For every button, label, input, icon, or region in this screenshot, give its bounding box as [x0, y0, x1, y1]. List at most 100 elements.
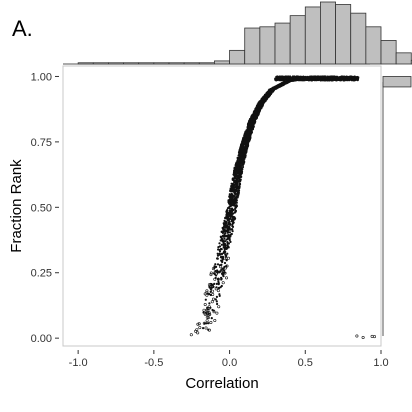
- scatter-point: [236, 156, 239, 159]
- scatter-point: [275, 85, 278, 88]
- scatter-point: [208, 302, 211, 305]
- scatter-point: [221, 227, 224, 230]
- y-tick-label: 0.75: [31, 137, 52, 149]
- scatter-point: [298, 76, 301, 80]
- scatter-point: [210, 300, 214, 304]
- scatter-point: [235, 174, 238, 177]
- scatter-point: [203, 302, 207, 306]
- scatter-point: [286, 77, 289, 81]
- scatter-point: [214, 276, 217, 280]
- top-histogram-bar: [198, 62, 215, 65]
- scatter-point: [234, 170, 237, 173]
- scatter-point: [266, 93, 269, 97]
- scatter-point: [239, 180, 242, 183]
- scatter-point: [226, 209, 229, 212]
- scatter-point: [235, 196, 238, 199]
- scatter-point: [328, 77, 331, 80]
- top-histogram-bar: [77, 62, 94, 65]
- scatter-point: [253, 115, 256, 118]
- scatter-point: [324, 75, 327, 78]
- scatter-point: [249, 129, 252, 132]
- scatter-point: [234, 193, 237, 196]
- scatter-point: [234, 205, 237, 208]
- scatter-point: [236, 196, 239, 199]
- scatter-point: [242, 141, 245, 144]
- scatter-point: [255, 108, 258, 111]
- scatter-point: [224, 244, 227, 247]
- scatter-point: [218, 242, 221, 245]
- scatter-point: [237, 166, 240, 170]
- scatter-point: [255, 104, 259, 107]
- x-axis-title: Correlation: [185, 375, 258, 392]
- scatter-point: [225, 264, 229, 268]
- scatter-point: [207, 322, 210, 325]
- scatter-point: [215, 282, 218, 285]
- x-tick-label: -1.0: [69, 357, 88, 369]
- scatter-point: [280, 75, 283, 79]
- scatter-point: [227, 256, 231, 260]
- scatter-point: [231, 217, 235, 220]
- scatter-point: [241, 168, 244, 171]
- scatter-point: [212, 310, 216, 314]
- scatter-point: [205, 319, 209, 323]
- scatter-point: [223, 271, 227, 275]
- scatter-point: [231, 225, 235, 228]
- scatter-point: [308, 76, 311, 79]
- scatter-point: [310, 79, 313, 82]
- scatter-point: [223, 265, 226, 268]
- scatter-point: [352, 77, 355, 80]
- scatter-point: [229, 240, 232, 243]
- scatter-point: [223, 237, 226, 240]
- scatter-point: [305, 77, 308, 80]
- scatter-point: [229, 215, 233, 218]
- scatter-point: [248, 120, 251, 123]
- scatter-point: [227, 217, 230, 220]
- scatter-point: [231, 230, 234, 233]
- scatter-point: [326, 79, 329, 82]
- y-axis: 0.00 0.25 0.50 0.75 1.00: [31, 71, 59, 345]
- top-histogram-bar: [304, 6, 321, 65]
- scatter-point: [230, 201, 234, 204]
- scatter-point: [322, 78, 325, 81]
- scatter-point: [212, 297, 216, 301]
- scatter-point: [290, 78, 293, 81]
- scatter-point: [234, 217, 237, 220]
- scatter-point: [216, 277, 220, 281]
- right-histogram: [382, 76, 412, 336]
- scatter-point: [250, 116, 254, 119]
- scatter-point: [284, 82, 287, 85]
- scatter-point: [340, 75, 343, 78]
- scatter-point: [214, 298, 217, 301]
- scatter-point: [202, 327, 205, 330]
- x-tick-label: 1.0: [373, 357, 388, 369]
- scatter-point: [227, 206, 230, 209]
- scatter-point: [296, 75, 299, 78]
- scatter-point: [216, 257, 219, 260]
- scatter-point: [219, 248, 222, 251]
- scatter-points: [189, 75, 376, 339]
- top-histogram-bar: [138, 62, 155, 65]
- scatter-point: [266, 96, 269, 99]
- scatter-point: [228, 226, 231, 229]
- scatter-point: [232, 221, 235, 224]
- top-histogram-bar: [153, 62, 170, 65]
- scatter-point: [214, 263, 217, 266]
- scatter-point: [240, 175, 243, 178]
- scatter-point: [197, 322, 201, 326]
- scatter-point: [214, 265, 217, 268]
- scatter-point: [247, 133, 251, 137]
- scatter-point: [355, 334, 359, 338]
- scatter-point: [224, 266, 228, 270]
- scatter-point: [278, 77, 281, 80]
- scatter-point: [217, 246, 220, 249]
- scatter-point: [238, 169, 241, 172]
- scatter-point: [227, 199, 230, 202]
- scatter-point: [217, 248, 220, 251]
- scatter-point: [253, 109, 256, 112]
- top-histogram-bar: [123, 62, 140, 65]
- scatter-point: [232, 204, 235, 207]
- y-tick-label: 0.50: [31, 202, 52, 214]
- scatter-point: [243, 134, 246, 137]
- scatter-point: [236, 181, 239, 184]
- scatter-point: [218, 294, 221, 297]
